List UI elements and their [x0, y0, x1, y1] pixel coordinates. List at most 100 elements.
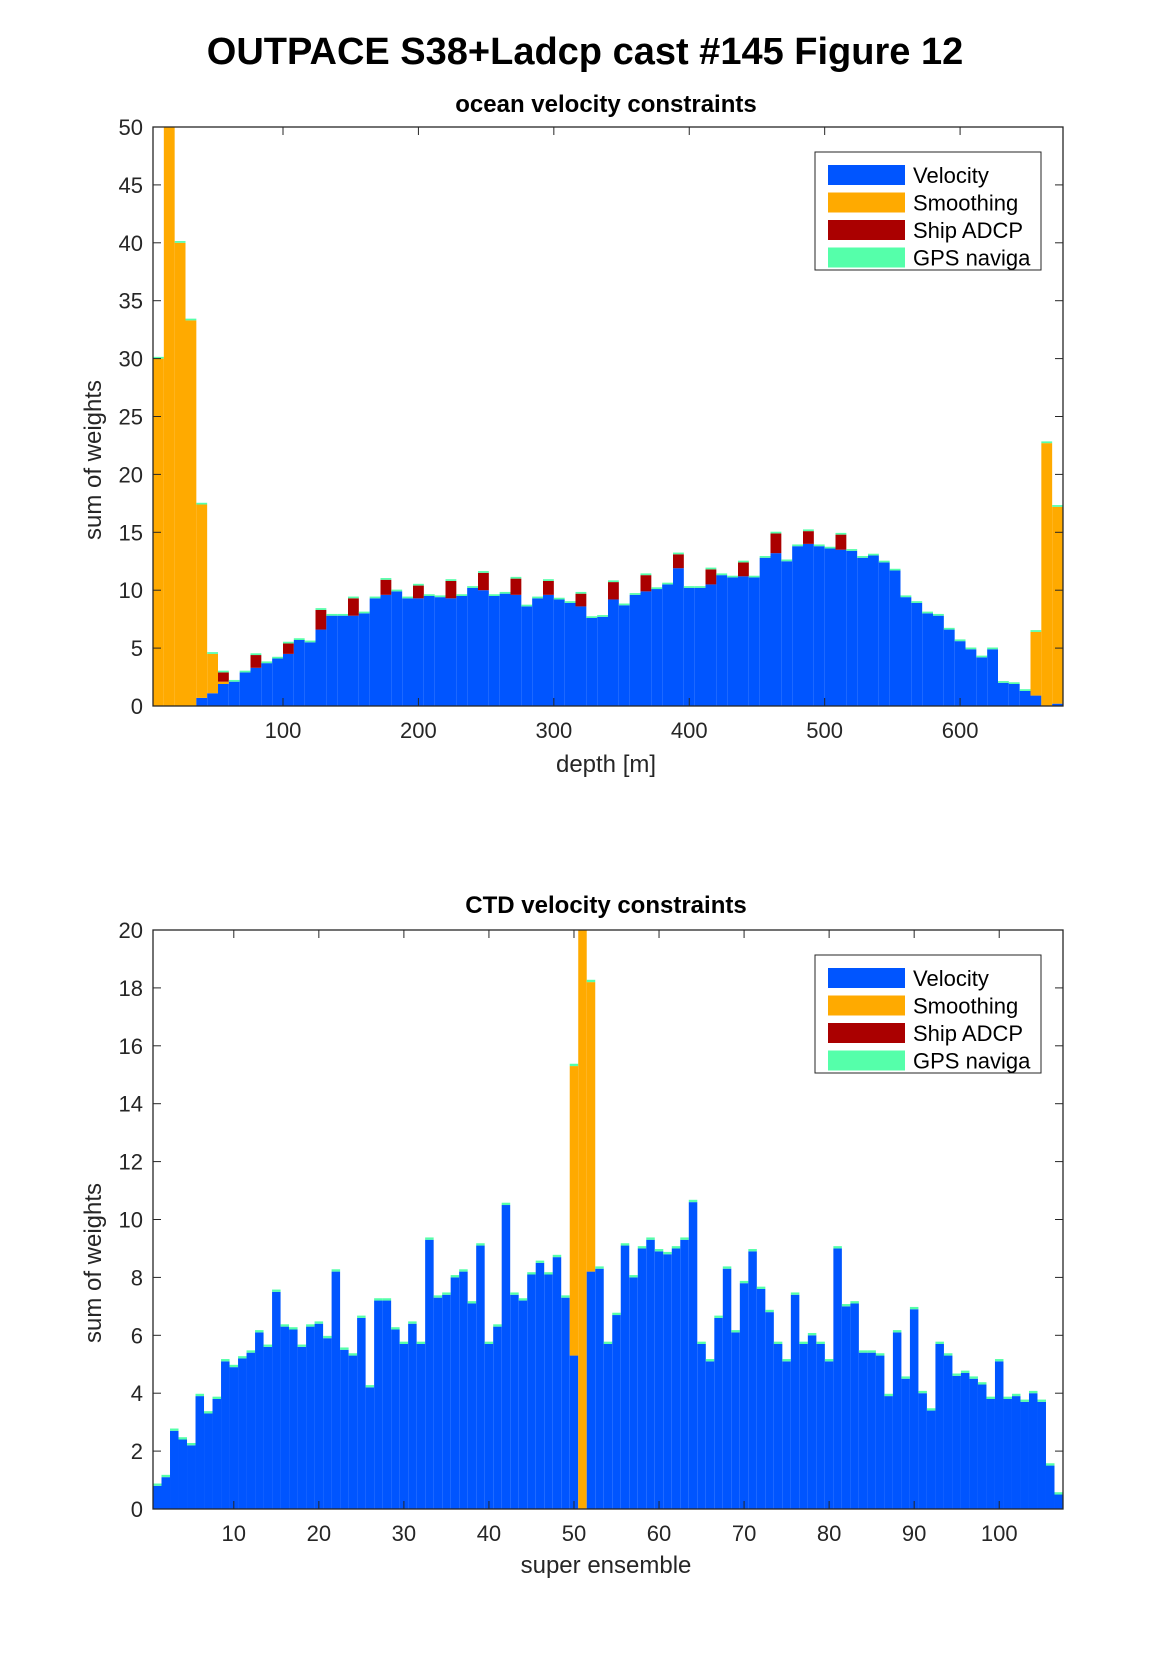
ocean-bar-velocity: [402, 598, 413, 706]
ctd-bar-velocity: [892, 1332, 902, 1509]
ocean-xtick-label: 600: [942, 718, 979, 743]
ocean-bar-velocity: [738, 576, 749, 706]
ocean-bar-ship-adcp: [738, 562, 749, 577]
ctd-bar-velocity: [943, 1355, 953, 1509]
ctd-bar-gps-naviga: [850, 1301, 859, 1304]
ocean-bar-ship-adcp: [348, 598, 359, 616]
ocean-bar-gps-naviga: [987, 647, 998, 650]
ctd-chart-ylabel: sum of weights: [80, 1183, 107, 1343]
ctd-bar-velocity: [161, 1477, 170, 1509]
ocean-bar-gps-naviga: [358, 611, 370, 614]
ctd-bar-velocity: [833, 1248, 842, 1509]
ocean-bar-velocity: [759, 557, 771, 706]
ctd-bar-velocity: [1045, 1465, 1055, 1509]
ctd-bar-velocity: [493, 1326, 502, 1509]
ocean-bar-gps-naviga: [564, 601, 576, 603]
ocean-bar-velocity: [846, 550, 858, 706]
ocean-bar-gps-naviga: [998, 681, 1009, 683]
ocean-bar-gps-naviga: [510, 576, 522, 579]
ctd-ytick-label: 6: [131, 1323, 143, 1348]
ocean-bar-velocity: [326, 615, 338, 706]
ocean-bar-velocity: [608, 599, 619, 706]
ctd-bar-velocity: [603, 1343, 613, 1509]
ctd-bar-velocity: [680, 1239, 689, 1509]
ocean-bar-velocity: [261, 663, 273, 706]
ocean-bar-velocity: [878, 562, 890, 706]
ctd-bar-gps-naviga: [986, 1396, 995, 1399]
ctd-bar-velocity: [510, 1294, 519, 1509]
ocean-bar-ship-adcp: [283, 643, 294, 654]
ctd-chart-title: CTD velocity constraints: [465, 892, 746, 919]
ctd-bar-velocity: [909, 1309, 919, 1509]
ocean-bar-gps-naviga: [337, 613, 348, 616]
ctd-bar-gps-naviga: [340, 1347, 349, 1350]
ctd-bar-velocity: [671, 1248, 681, 1509]
ocean-bar-gps-naviga: [878, 560, 890, 563]
ctd-bar-velocity: [382, 1300, 392, 1509]
ctd-bar-gps-naviga: [280, 1324, 290, 1327]
ctd-xtick-label: 40: [477, 1521, 501, 1546]
ctd-bar-velocity: [756, 1288, 766, 1509]
ocean-bar-velocity: [467, 587, 478, 706]
ctd-bar-velocity: [323, 1338, 332, 1509]
ctd-bar-velocity: [697, 1343, 706, 1509]
ocean-bar-gps-naviga: [521, 604, 533, 607]
ctd-bar-gps-naviga: [544, 1272, 553, 1275]
ocean-bar-gps-naviga: [218, 670, 229, 673]
ocean-bar-ship-adcp: [705, 569, 717, 585]
ocean-bar-ship-adcp: [250, 655, 262, 668]
ocean-bar-gps-naviga: [781, 559, 793, 562]
ocean-bar-ship-adcp: [445, 580, 457, 599]
ctd-xtick-label: 60: [647, 1521, 671, 1546]
ocean-bar-gps-naviga: [705, 567, 717, 570]
ocean-bar-velocity: [337, 615, 348, 706]
ctd-ytick-label: 12: [119, 1150, 143, 1175]
ocean-bar-velocity: [293, 639, 305, 706]
ctd-bar-velocity: [425, 1239, 434, 1509]
ctd-bar-velocity: [187, 1445, 196, 1509]
ocean-ytick-label: 25: [119, 405, 143, 430]
ocean-bar-ship-adcp: [770, 533, 782, 554]
ocean-bar-gps-naviga: [499, 591, 511, 594]
ctd-ytick-label: 18: [119, 976, 143, 1001]
ctd-bar-velocity: [255, 1332, 264, 1509]
ocean-bar-velocity: [434, 597, 446, 706]
ocean-bar-gps-naviga: [683, 586, 695, 588]
ocean-ytick-label: 35: [119, 289, 143, 314]
ocean-bar-gps-naviga: [1008, 682, 1020, 684]
ocean-bar-velocity: [662, 584, 673, 706]
ocean-bar-ship-adcp: [673, 554, 684, 569]
ctd-bar-gps-naviga: [952, 1373, 961, 1376]
ctd-bar-gps-naviga: [382, 1298, 392, 1301]
ocean-bar-velocity: [651, 589, 663, 706]
ctd-bar-velocity: [204, 1413, 213, 1509]
ocean-bar-velocity: [976, 657, 988, 706]
ocean-bar-smoothing: [185, 320, 197, 706]
ocean-legend-swatch-smoothing: [828, 192, 905, 213]
ctd-bar-velocity: [238, 1358, 247, 1509]
ocean-bar-smoothing: [163, 127, 175, 706]
ocean-bar-gps-naviga: [304, 640, 316, 643]
ocean-bar-gps-naviga: [954, 639, 966, 642]
ocean-legend-label-velocity: Velocity: [913, 163, 989, 188]
ctd-bar-gps-naviga: [272, 1289, 281, 1292]
ocean-bar-velocity: [532, 598, 543, 706]
ocean-legend-swatch-velocity: [828, 165, 905, 185]
ocean-bar-gps-naviga: [402, 596, 413, 599]
ocean-bar-velocity: [369, 598, 381, 706]
ctd-bar-velocity: [714, 1317, 723, 1509]
ocean-bar-velocity: [1008, 684, 1020, 706]
ocean-bar-gps-naviga: [261, 661, 273, 664]
ctd-bar-velocity: [178, 1439, 188, 1509]
ocean-bar-velocity: [488, 595, 500, 706]
ctd-bar-velocity: [637, 1248, 647, 1509]
ocean-bar-gps-naviga: [922, 611, 933, 614]
ctd-bar-velocity: [399, 1343, 409, 1509]
ocean-bar-velocity: [889, 570, 901, 706]
ctd-ytick-label: 20: [119, 918, 143, 943]
ocean-ytick-label: 30: [119, 347, 143, 372]
ctd-ytick-label: 4: [131, 1381, 143, 1406]
ctd-bar-velocity: [867, 1352, 876, 1509]
ocean-bar-velocity: [445, 598, 457, 706]
ocean-bar-velocity: [228, 681, 240, 706]
